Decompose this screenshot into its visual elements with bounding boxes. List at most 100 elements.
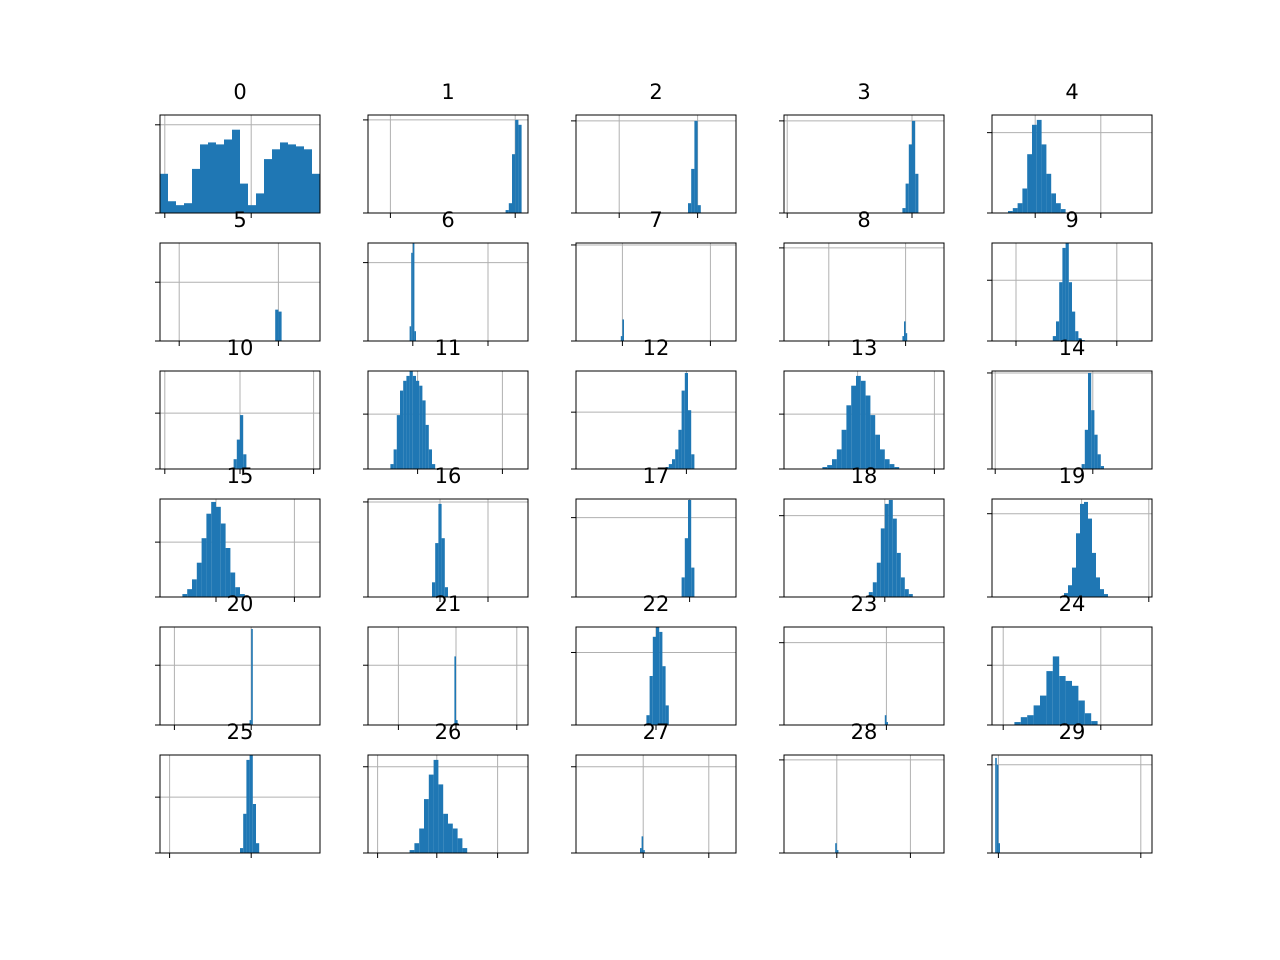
bar	[691, 454, 695, 469]
bar	[393, 449, 397, 469]
bar	[1072, 567, 1076, 597]
bar	[1027, 715, 1034, 725]
bar	[412, 375, 416, 469]
subplot: 26	[363, 720, 529, 858]
bar	[694, 120, 698, 213]
subplot: 21	[363, 592, 529, 730]
bar	[1100, 466, 1104, 469]
bar	[304, 149, 312, 213]
bar	[827, 465, 832, 469]
frame	[367, 754, 529, 854]
bar	[875, 434, 880, 469]
subplot: 6	[363, 208, 529, 346]
bar	[216, 144, 224, 213]
subplot: 15	[155, 464, 321, 602]
bar	[220, 523, 226, 597]
bar	[905, 333, 908, 341]
bar	[1036, 119, 1042, 213]
bar	[1092, 552, 1096, 597]
frame	[159, 498, 321, 598]
bar	[640, 848, 642, 853]
frame	[575, 242, 737, 342]
bar	[248, 205, 256, 213]
subplot-title: 1	[441, 80, 454, 104]
bar	[620, 336, 623, 341]
bar	[1041, 144, 1047, 213]
bar	[905, 183, 909, 213]
subplot-title: 9	[1065, 208, 1078, 232]
frame	[783, 498, 945, 598]
frame	[159, 754, 321, 854]
subplot: 3	[779, 80, 945, 218]
frame	[991, 754, 1153, 854]
subplot: 9	[987, 208, 1153, 346]
subplot-title: 3	[857, 80, 870, 104]
bar	[1064, 593, 1068, 597]
bar	[443, 813, 448, 853]
subplot-title: 18	[851, 464, 878, 488]
bar	[684, 372, 688, 469]
bar	[243, 813, 247, 853]
bar	[1052, 656, 1060, 725]
bar	[915, 173, 919, 213]
bar	[272, 149, 280, 213]
subplot-title: 0	[233, 80, 246, 104]
frame	[159, 242, 321, 342]
bar	[252, 804, 256, 853]
bar	[264, 159, 272, 213]
frame	[159, 370, 321, 470]
bar	[841, 429, 847, 469]
bar	[902, 208, 906, 213]
bar	[225, 548, 231, 597]
bar	[425, 424, 429, 469]
bar	[681, 390, 685, 469]
bar	[1068, 585, 1072, 597]
bar	[433, 759, 439, 853]
bar	[822, 467, 828, 469]
frame	[575, 754, 737, 854]
subplot-title: 28	[851, 720, 878, 744]
bar	[1065, 243, 1069, 341]
bar	[649, 676, 653, 725]
bar	[1068, 282, 1072, 341]
subplot: 5	[155, 208, 321, 346]
subplot: 22	[571, 592, 737, 730]
subplot-title: 13	[851, 336, 878, 360]
bar	[1014, 722, 1021, 725]
bar	[452, 828, 458, 853]
bar	[240, 848, 244, 853]
bar	[656, 627, 660, 725]
bar	[1072, 311, 1076, 341]
subplot: 0	[155, 80, 321, 218]
frame	[991, 626, 1153, 726]
bar	[688, 410, 692, 469]
bar	[409, 371, 413, 469]
bar	[233, 459, 237, 469]
bar	[998, 843, 1000, 853]
bar	[868, 592, 873, 597]
bar	[414, 331, 416, 341]
bar	[884, 459, 890, 469]
subplot: 23	[779, 592, 945, 730]
bar	[1032, 124, 1037, 213]
frame	[367, 370, 529, 470]
bar	[668, 464, 672, 469]
subplot: 7	[571, 208, 737, 346]
bar	[1046, 671, 1053, 725]
frame	[575, 498, 737, 598]
bar	[432, 464, 436, 469]
frame	[367, 498, 529, 598]
bar	[995, 757, 997, 853]
bar	[428, 449, 432, 469]
bar	[1081, 464, 1085, 469]
bar	[184, 203, 192, 213]
bar	[424, 799, 429, 853]
bar	[409, 326, 412, 341]
bar	[243, 454, 247, 469]
bar	[1020, 717, 1028, 725]
subplot-title: 20	[227, 592, 254, 616]
bar	[1094, 434, 1098, 469]
bar	[275, 309, 279, 341]
bar	[1078, 338, 1082, 341]
